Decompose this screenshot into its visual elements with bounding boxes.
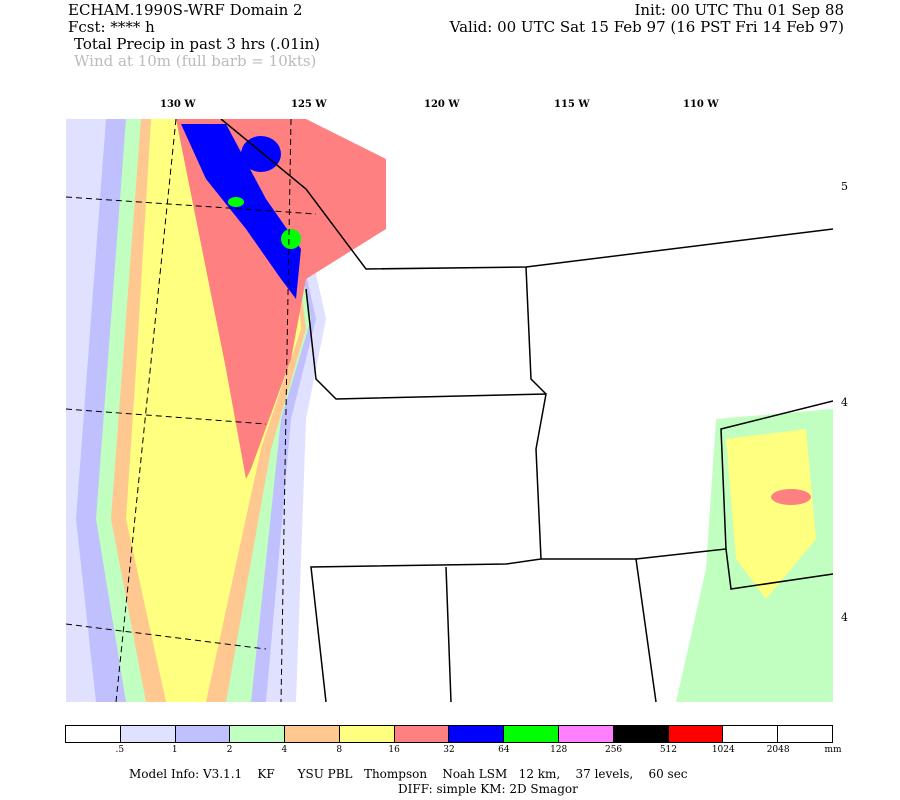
colorbar-swatch	[285, 726, 340, 742]
lon-label: 125 W	[291, 99, 327, 110]
precip-map	[66, 119, 833, 702]
colorbar-label: 128	[550, 745, 568, 755]
colorbar-label: 32	[443, 745, 455, 755]
lat-label: 4	[841, 611, 848, 624]
colorbar-swatch	[339, 726, 395, 742]
colorbar-swatch	[230, 726, 286, 742]
colorbar-unit: mm	[824, 745, 842, 755]
lon-label: 115 W	[554, 99, 590, 110]
valid-time: Valid: 00 UTC Sat 15 Feb 97 (16 PST Fri …	[449, 18, 844, 36]
lat-label: 4	[841, 396, 848, 409]
colorbar-label: 64	[498, 745, 510, 755]
colorbar-swatch	[613, 726, 669, 742]
colorbar-swatch	[559, 726, 614, 742]
lat-lon-grid	[66, 119, 317, 702]
precip-field	[66, 119, 833, 702]
model-title: ECHAM.1990S-WRF Domain 2	[68, 1, 303, 19]
colorbar-label: 16	[388, 745, 400, 755]
colorbar-swatch	[66, 726, 121, 742]
colorbar-swatch	[723, 726, 779, 742]
colorbar-swatch	[120, 726, 176, 742]
colorbar-swatch	[394, 726, 450, 742]
forecast-hour: Fcst: **** h	[68, 18, 155, 36]
colorbar-label: .5	[115, 745, 125, 755]
colorbar-label: 1024	[711, 745, 735, 755]
lat-label: 5	[841, 180, 848, 193]
colorbar-label: 8	[336, 745, 343, 755]
colorbar-label: 256	[604, 745, 623, 755]
colorbar-swatch	[175, 726, 231, 742]
colorbar-swatch	[668, 726, 724, 742]
colorbar-swatch	[778, 726, 832, 742]
lon-label: 130 W	[160, 99, 196, 110]
lon-label: 120 W	[424, 99, 460, 110]
colorbar-label: 2048	[766, 745, 790, 755]
colorbar-label: 512	[659, 745, 678, 755]
diff-info: DIFF: simple KM: 2D Smagor	[398, 782, 578, 796]
colorbar	[65, 725, 833, 743]
colorbar-label: 4	[281, 745, 288, 755]
init-time: Init: 00 UTC Thu 01 Sep 88	[634, 1, 844, 19]
colorbar-swatch	[504, 726, 560, 742]
field-precip: Total Precip in past 3 hrs (.01in)	[74, 35, 321, 53]
lon-label: 110 W	[683, 99, 719, 110]
state-borders	[220, 119, 833, 702]
colorbar-label: 2	[226, 745, 233, 755]
field-wind: Wind at 10m (full barb = 10kts)	[74, 52, 317, 70]
model-info: Model Info: V3.1.1 KF YSU PBL Thompson N…	[129, 767, 688, 781]
colorbar-label: 1	[171, 745, 178, 755]
colorbar-swatch	[449, 726, 505, 742]
